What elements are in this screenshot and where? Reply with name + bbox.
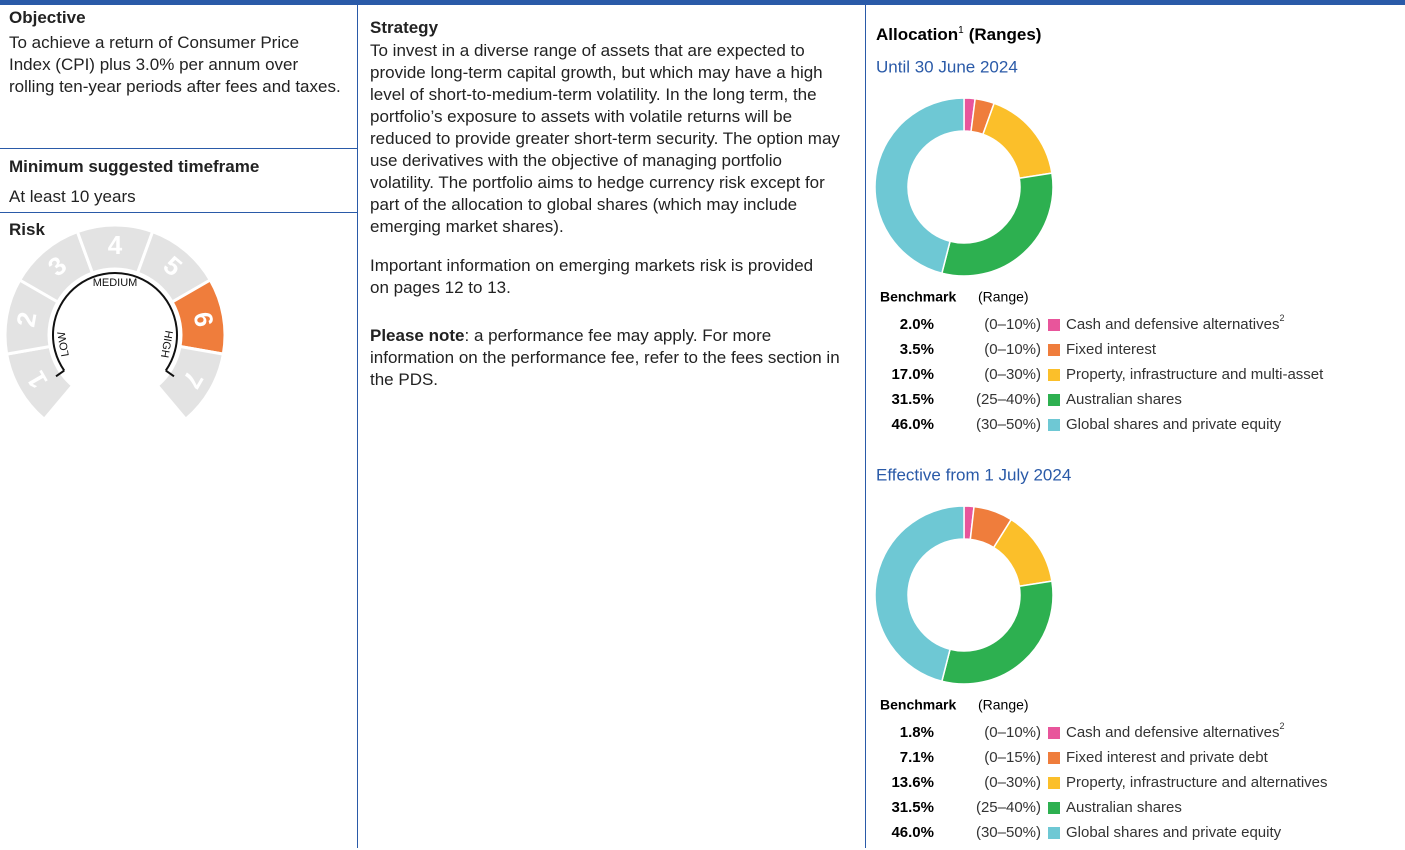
- category-name: Australian shares: [1066, 799, 1182, 816]
- legend-label: Fixed interest and private debt: [1066, 749, 1269, 766]
- chart-title: Effective from 1 July 2024: [876, 465, 1071, 484]
- benchmark-value: 31.5%: [891, 391, 934, 408]
- category-name: Global shares and private equity: [1066, 824, 1282, 841]
- legend-label: Cash and defensive alternatives2: [1066, 313, 1284, 333]
- strategy-body: To invest in a diverse range of assets t…: [370, 40, 850, 408]
- strategy-heading: Strategy: [370, 18, 439, 37]
- risk-level-label: 4: [108, 230, 123, 260]
- legend-header: (Range): [978, 697, 1029, 713]
- risk-scale-label: LOW: [56, 330, 72, 357]
- legend-label: Australian shares: [1066, 799, 1182, 816]
- legend-header: (Range): [978, 289, 1029, 305]
- chart-title: Until 30 June 2024: [876, 57, 1018, 76]
- risk-scale-end: [55, 369, 65, 378]
- column-rule: [865, 5, 866, 848]
- risk-level-label: 6: [188, 310, 220, 329]
- benchmark-value: 13.6%: [891, 774, 934, 791]
- risk-level-label: 2: [10, 310, 42, 329]
- category-name: Cash and defensive alternatives: [1066, 724, 1279, 741]
- category-name: Global shares and private equity: [1066, 416, 1282, 433]
- range-value: (25–40%): [976, 799, 1041, 816]
- donut-segment: [982, 102, 1053, 180]
- legend-swatch: [1048, 319, 1060, 331]
- legend-label: Property, infrastructure and multi-asset: [1066, 366, 1324, 383]
- range-value: (0–15%): [984, 749, 1041, 766]
- column-rule: [357, 5, 358, 848]
- risk-scale-label: MEDIUM: [93, 277, 138, 289]
- strategy-paragraph: To invest in a diverse range of assets t…: [370, 41, 840, 236]
- donut-segment: [874, 505, 965, 683]
- legend-label: Cash and defensive alternatives2: [1066, 721, 1284, 741]
- legend-header: Benchmark: [880, 697, 956, 713]
- range-value: (0–10%): [984, 341, 1041, 358]
- risk-segment: [155, 344, 226, 422]
- legend-header: Benchmark: [880, 289, 956, 305]
- range-value: (0–10%): [984, 316, 1041, 333]
- legend-label: Australian shares: [1066, 391, 1182, 408]
- benchmark-value: 2.0%: [900, 316, 934, 333]
- objective-text: To achieve a return of Consumer Price In…: [9, 33, 341, 96]
- range-value: (30–50%): [976, 416, 1041, 433]
- category-footnote: 2: [1279, 313, 1284, 323]
- category-name: Property, infrastructure and alternative…: [1066, 774, 1328, 791]
- row-rule: [0, 148, 357, 149]
- benchmark-value: 46.0%: [891, 416, 934, 433]
- category-footnote: 2: [1279, 721, 1284, 731]
- benchmark-value: 46.0%: [891, 824, 934, 841]
- benchmark-value: 3.5%: [900, 341, 934, 358]
- legend-label: Global shares and private equity: [1066, 824, 1282, 841]
- donut-segment: [940, 580, 1054, 685]
- risk-scale-arc: [52, 272, 178, 372]
- risk-scale-end: [165, 369, 175, 378]
- legend-swatch: [1048, 777, 1060, 789]
- donut-segment: [874, 97, 965, 275]
- benchmark-value: 1.8%: [900, 724, 934, 741]
- range-value: (0–30%): [984, 366, 1041, 383]
- category-name: Fixed interest and private debt: [1066, 749, 1269, 766]
- title-footnote: 1: [958, 25, 964, 36]
- legend-swatch: [1048, 369, 1060, 381]
- strategy-paragraph: Important information on emerging market…: [370, 256, 814, 297]
- category-name: Fixed interest: [1066, 341, 1157, 358]
- objective-heading: Objective: [9, 8, 86, 27]
- note-text: : a performance fee may apply. For more …: [370, 326, 840, 389]
- category-name: Cash and defensive alternatives: [1066, 316, 1279, 333]
- category-name: Australian shares: [1066, 391, 1182, 408]
- legend-swatch: [1048, 727, 1060, 739]
- benchmark-value: 7.1%: [900, 749, 934, 766]
- timeframe-heading: Minimum suggested timeframe: [9, 157, 260, 176]
- legend-label: Global shares and private equity: [1066, 416, 1282, 433]
- title-text: Allocation: [876, 25, 958, 44]
- note-bold: Please note: [370, 326, 465, 345]
- legend-swatch: [1048, 344, 1060, 356]
- legend-label: Property, infrastructure and alternative…: [1066, 774, 1328, 791]
- category-name: Property, infrastructure and multi-asset: [1066, 366, 1324, 383]
- legend-swatch: [1048, 752, 1060, 764]
- legend-swatch: [1048, 394, 1060, 406]
- top-rule: [0, 0, 1405, 5]
- title-suffix: (Ranges): [969, 25, 1042, 44]
- legend-label: Fixed interest: [1066, 341, 1157, 358]
- range-value: (30–50%): [976, 824, 1041, 841]
- legend-swatch: [1048, 827, 1060, 839]
- benchmark-value: 31.5%: [891, 799, 934, 816]
- donut-segment: [940, 172, 1054, 277]
- timeframe-text: At least 10 years: [9, 187, 136, 206]
- risk-heading: Risk: [9, 220, 45, 239]
- risk-scale-label: HIGH: [158, 329, 175, 358]
- row-rule: [0, 212, 357, 213]
- range-value: (0–10%): [984, 724, 1041, 741]
- benchmark-value: 17.0%: [891, 366, 934, 383]
- range-value: (0–30%): [984, 774, 1041, 791]
- strategy-note: Please note: a performance fee may apply…: [370, 325, 850, 391]
- allocation-title: Allocation1 (Ranges): [876, 25, 1041, 44]
- legend-swatch: [1048, 802, 1060, 814]
- range-value: (25–40%): [976, 391, 1041, 408]
- legend-swatch: [1048, 419, 1060, 431]
